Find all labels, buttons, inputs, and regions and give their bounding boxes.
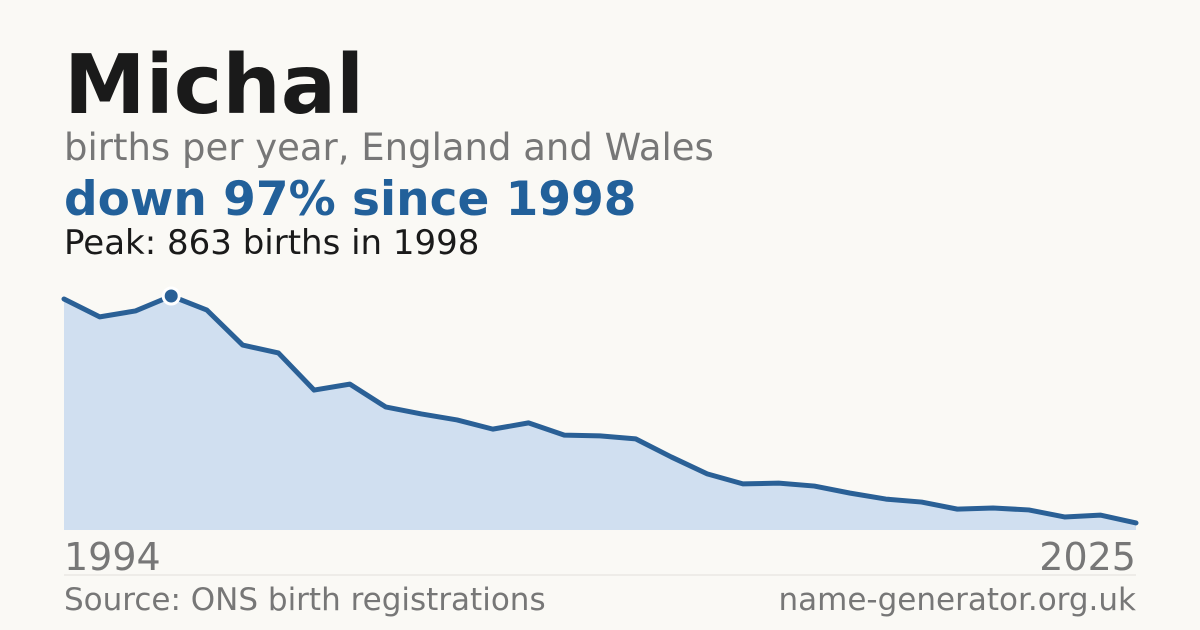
area	[64, 296, 1136, 530]
peak-marker	[161, 286, 181, 306]
subtitle: births per year, England and Wales	[64, 126, 714, 169]
plot	[61, 286, 1139, 530]
site: name-generator.org.uk	[779, 582, 1137, 618]
x-start-label: 1994	[64, 535, 161, 579]
line	[61, 293, 1139, 526]
chart-title: Michal	[64, 38, 364, 133]
source: Source: ONS birth registrations	[64, 582, 546, 618]
headline: down 97% since 1998	[64, 172, 637, 227]
peak-note: Peak: 863 births in 1998	[64, 223, 479, 263]
x-end-label: 2025	[1039, 535, 1136, 579]
